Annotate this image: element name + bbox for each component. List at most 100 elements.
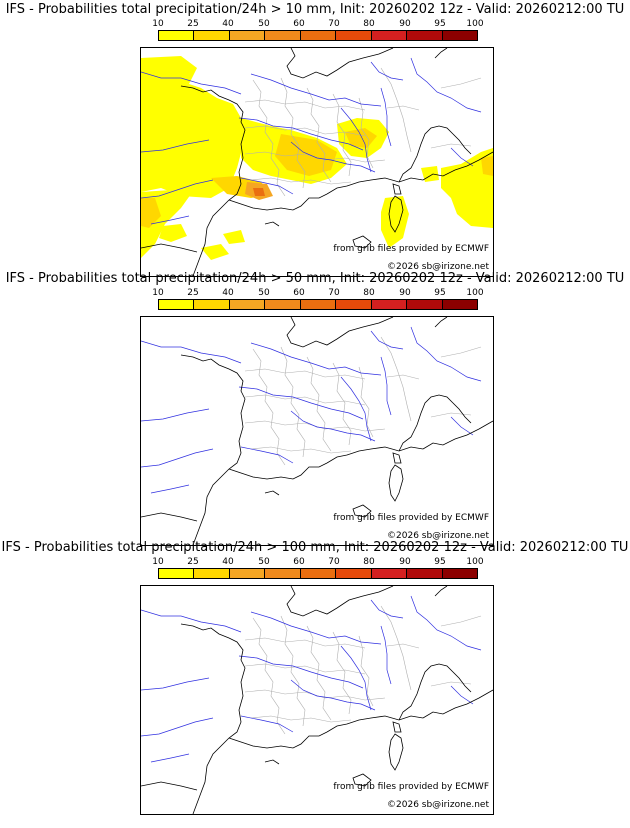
- coast-line: [398, 663, 472, 721]
- river-line: [380, 356, 392, 416]
- precip-area: [141, 198, 161, 228]
- coast-line: [352, 235, 372, 249]
- precip-area: [141, 56, 245, 198]
- map-frame: from grib files provided by ECMWF ©2026 …: [140, 316, 494, 546]
- scale-tick-label: 100: [466, 557, 484, 567]
- coast-line: [228, 731, 328, 749]
- scale-tick-label: 90: [399, 19, 411, 29]
- scale-tick-label: 10: [152, 288, 164, 298]
- coast-line: [286, 317, 394, 348]
- border-line: [332, 362, 352, 446]
- river-line: [410, 326, 482, 382]
- river-line: [238, 655, 364, 689]
- border-line: [440, 77, 482, 89]
- border-line: [386, 643, 420, 649]
- panel-title: IFS - Probabilities total precipitation/…: [5, 2, 625, 17]
- border-line: [252, 348, 286, 466]
- scale-tick-label: 60: [293, 19, 305, 29]
- color-scale-bar: [158, 568, 478, 579]
- color-scale-labels: 10 25 40 50 60 70 80 90 95 100: [141, 19, 497, 29]
- scale-tick-label: 70: [328, 19, 340, 29]
- scale-tick-label: 100: [466, 288, 484, 298]
- scale-swatch: [442, 31, 477, 40]
- scale-swatch: [194, 569, 230, 578]
- river-line: [380, 625, 392, 685]
- river-line: [450, 685, 474, 705]
- color-scale-bar: [158, 30, 478, 41]
- border-line: [332, 93, 352, 177]
- scale-tick-label: 25: [187, 557, 199, 567]
- scale-tick-label: 60: [293, 557, 305, 567]
- river-line: [141, 139, 210, 153]
- border-line: [358, 635, 374, 707]
- border-line: [386, 105, 420, 111]
- border-line: [380, 67, 412, 153]
- scale-swatch: [229, 300, 266, 309]
- border-line: [252, 617, 286, 735]
- river-line: [450, 416, 474, 436]
- scale-swatch: [265, 300, 301, 309]
- coast-line: [286, 48, 394, 79]
- map-svg: [141, 586, 493, 814]
- scale-tick-label: 70: [328, 557, 340, 567]
- river-line: [250, 342, 382, 376]
- river-line: [290, 141, 376, 173]
- coast-line: [141, 512, 198, 522]
- river-line: [410, 57, 482, 113]
- panel-title: IFS - Probabilities total precipitation/…: [1, 540, 629, 555]
- scale-swatch: [265, 569, 301, 578]
- scale-swatch: [229, 31, 266, 40]
- river-line: [340, 107, 372, 173]
- river-line: [150, 215, 190, 225]
- scale-swatch: [336, 31, 372, 40]
- river-line: [240, 715, 294, 733]
- river-line: [141, 609, 242, 633]
- copyright-credit: ©2026 sb@irizone.net: [387, 262, 489, 272]
- map-panel-2: IFS - Probabilities total precipitation/…: [0, 269, 630, 546]
- scale-swatch: [407, 569, 443, 578]
- border-line: [306, 356, 332, 452]
- coast-line: [180, 354, 246, 545]
- coast-line: [326, 715, 424, 733]
- panel-title: IFS - Probabilities total precipitation/…: [5, 271, 625, 286]
- coast-line: [388, 464, 404, 502]
- map-panel-3: IFS - Probabilities total precipitation/…: [0, 538, 630, 815]
- river-line: [141, 717, 214, 737]
- precip-area: [275, 134, 337, 176]
- coast-line: [228, 193, 328, 211]
- coast-line: [264, 490, 280, 496]
- river-line: [370, 599, 404, 619]
- border-line: [306, 625, 332, 721]
- scale-swatch: [442, 300, 477, 309]
- border-line: [380, 336, 412, 422]
- scale-swatch: [407, 31, 443, 40]
- scale-tick-label: 90: [399, 557, 411, 567]
- border-line: [280, 77, 306, 189]
- river-line: [240, 446, 294, 464]
- scale-tick-label: 100: [466, 19, 484, 29]
- river-line: [141, 677, 210, 691]
- scale-swatch: [371, 300, 408, 309]
- coast-line: [422, 151, 493, 181]
- river-line: [450, 147, 474, 167]
- scale-tick-label: 80: [363, 288, 375, 298]
- rivers: [141, 326, 482, 494]
- coast-line: [180, 85, 246, 276]
- river-line: [410, 595, 482, 651]
- scale-swatch: [407, 300, 443, 309]
- coast-line: [352, 773, 372, 787]
- color-scale-bar: [158, 299, 478, 310]
- coast-line: [180, 623, 246, 814]
- border-line: [280, 615, 306, 727]
- scale-tick-label: 80: [363, 557, 375, 567]
- department-borders: [244, 605, 482, 735]
- scale-tick-label: 95: [434, 288, 446, 298]
- rivers: [141, 595, 482, 763]
- border-line: [250, 446, 352, 454]
- coast-line: [434, 586, 448, 597]
- precip-area: [345, 128, 377, 148]
- border-line: [430, 143, 472, 149]
- river-line: [370, 330, 404, 350]
- copyright-credit: ©2026 sb@irizone.net: [387, 800, 489, 810]
- river-line: [290, 410, 376, 442]
